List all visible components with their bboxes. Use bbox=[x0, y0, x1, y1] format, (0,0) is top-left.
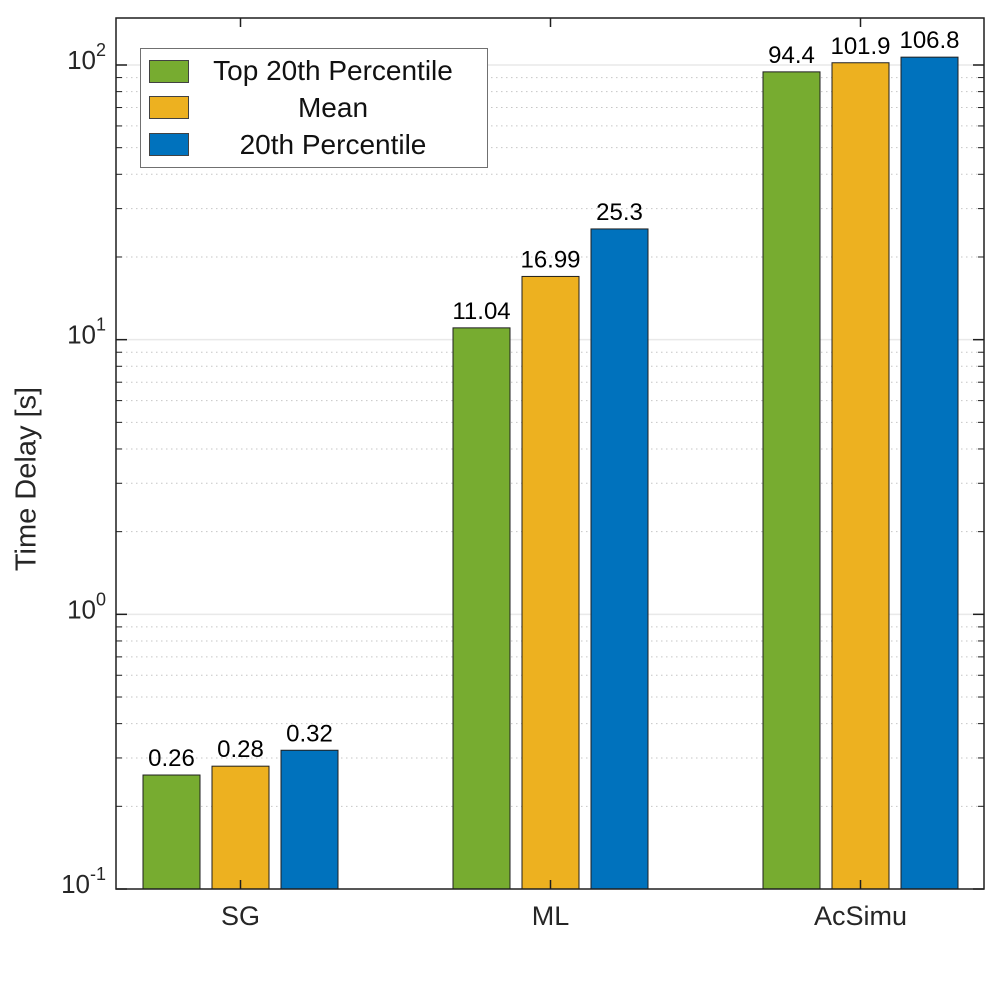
bar-acsimu-orange bbox=[831, 62, 890, 890]
legend-label: Top 20th Percentile bbox=[213, 55, 453, 87]
legend-label: Mean bbox=[297, 91, 369, 123]
bar-ml-blue bbox=[590, 228, 649, 890]
value-label: 25.3 bbox=[596, 199, 643, 226]
value-label: 106.8 bbox=[899, 27, 959, 54]
bar-sg-green bbox=[142, 774, 201, 890]
value-label: 0.26 bbox=[148, 745, 195, 772]
value-label: 16.99 bbox=[520, 246, 580, 273]
y-tick-label: 100 bbox=[67, 589, 106, 624]
value-label: 0.28 bbox=[217, 736, 264, 763]
bar-ml-orange bbox=[521, 275, 580, 890]
x-tick-label: AcSimu bbox=[814, 901, 907, 931]
y-tick-label: 101 bbox=[67, 315, 106, 350]
value-label: 94.4 bbox=[768, 42, 815, 69]
axes-box bbox=[115, 17, 985, 890]
bar-acsimu-blue bbox=[900, 56, 959, 890]
x-tick-label: ML bbox=[532, 901, 570, 931]
y-axis-title: Time Delay [s] bbox=[10, 386, 43, 572]
value-label: 101.9 bbox=[830, 33, 890, 60]
legend: Top 20th Percentile Mean 20th Percentile bbox=[140, 48, 488, 168]
legend-swatch-green bbox=[149, 59, 189, 83]
bar-acsimu-green bbox=[762, 71, 821, 890]
legend-entry: Top 20th Percentile bbox=[147, 55, 481, 88]
legend-swatch-blue bbox=[149, 133, 189, 157]
bar-sg-blue bbox=[280, 749, 339, 890]
legend-entry: 20th Percentile bbox=[147, 128, 481, 161]
legend-swatch-orange bbox=[149, 96, 189, 120]
x-tick-label: SG bbox=[221, 901, 260, 931]
y-tick-label: 102 bbox=[67, 40, 106, 75]
bar-ml-green bbox=[452, 327, 511, 890]
value-label: 0.32 bbox=[286, 720, 333, 747]
legend-entry: Mean bbox=[147, 91, 481, 124]
value-label: 11.04 bbox=[452, 298, 510, 325]
bar-sg-orange bbox=[211, 765, 270, 890]
legend-label: 20th Percentile bbox=[239, 128, 427, 160]
y-tick-label: 10-1 bbox=[61, 864, 106, 899]
